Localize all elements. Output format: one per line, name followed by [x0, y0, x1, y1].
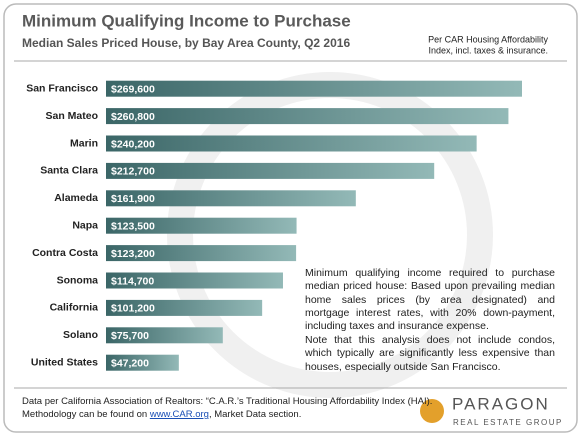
y-tick-label: San Mateo [45, 110, 98, 122]
frame [3, 3, 578, 433]
footer-text: Methodology can be found on www.CAR.org,… [22, 409, 301, 420]
value-label: $123,500 [111, 220, 155, 232]
logo-mark [420, 399, 444, 423]
value-label: $260,800 [111, 111, 155, 123]
bar [106, 108, 509, 125]
y-tick-label: Marin [70, 137, 98, 149]
chart-subtitle: Median Sales Priced House, by Bay Area C… [22, 36, 350, 50]
value-label: $47,200 [111, 357, 149, 369]
bar [106, 299, 263, 316]
y-tick-label: Sonoma [57, 274, 99, 286]
footer-text: Data per California Association of Realt… [22, 396, 433, 407]
value-label: $114,700 [111, 275, 154, 287]
y-tick-label: Napa [72, 219, 98, 231]
note: Index, incl. taxes & insurance. [428, 45, 548, 55]
value-label: $123,200 [111, 248, 155, 260]
logo-tagline: REAL ESTATE GROUP [453, 418, 563, 427]
y-tick-label: San Francisco [26, 82, 98, 94]
link[interactable]: www.CAR.org [149, 409, 209, 420]
y-tick-label: Santa Clara [40, 165, 98, 177]
chart-title: Minimum Qualifying Income to Purchase [22, 11, 351, 30]
value-label: $212,700 [111, 166, 155, 178]
y-tick-label: Solano [63, 329, 98, 341]
value-label: $269,600 [111, 83, 155, 95]
value-label: $75,700 [111, 330, 149, 342]
bar [106, 135, 477, 152]
bar [106, 272, 283, 289]
bar [106, 217, 297, 234]
value-label: $101,200 [111, 303, 155, 315]
annotation: Note that this analysis does not include… [305, 334, 555, 373]
bar [106, 190, 356, 207]
footer-text: , Market Data section. [208, 409, 302, 420]
bar [106, 80, 522, 97]
y-tick-label: Contra Costa [32, 247, 98, 259]
note: Per CAR Housing Affordability [428, 34, 548, 44]
y-tick-label: Alameda [54, 192, 98, 204]
bar [106, 245, 297, 262]
logo-name: PARAGON [452, 394, 550, 413]
bar [106, 327, 223, 344]
value-label: $161,900 [111, 193, 155, 205]
y-tick-label: United States [31, 356, 98, 368]
footer-text: Methodology can be found on [22, 409, 150, 420]
y-tick-label: California [50, 302, 99, 314]
bar [106, 354, 179, 371]
value-label: $240,200 [111, 138, 155, 150]
bar [106, 162, 435, 179]
annotation: Minimum qualifying income required to pu… [305, 267, 555, 333]
